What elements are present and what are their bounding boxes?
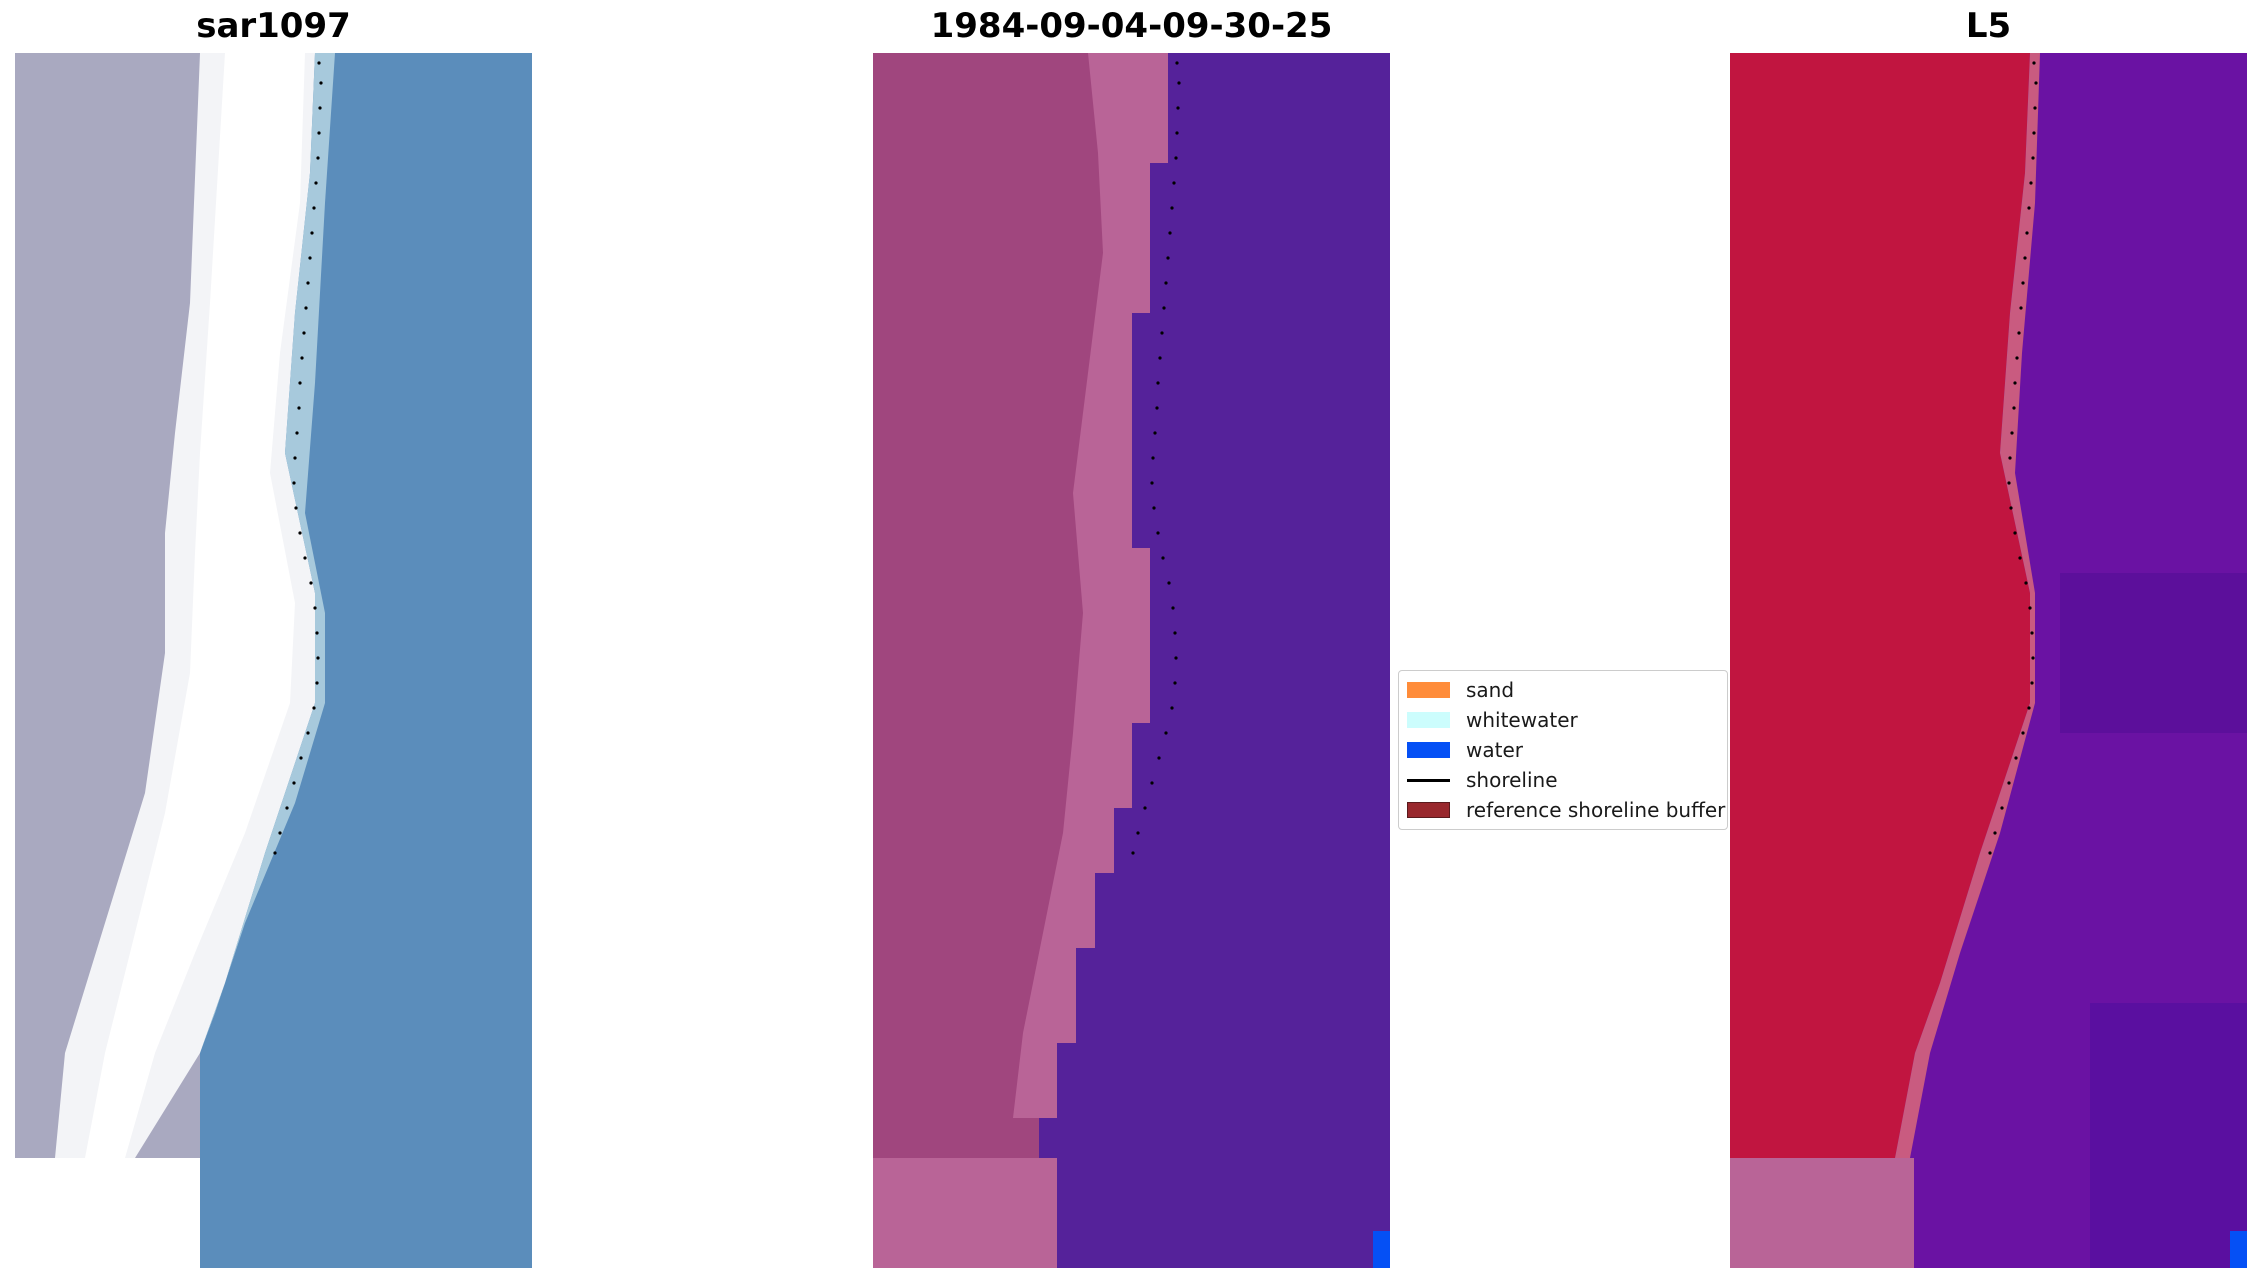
shoreline-line-swatch [1407, 778, 1450, 782]
legend-item-shoreline: shoreline [1407, 765, 1558, 795]
shoreline-dots [1131, 61, 1181, 855]
legend-item-reference-buffer: reference shoreline buffer [1407, 795, 1725, 825]
reference-buffer-swatch [1407, 802, 1450, 818]
legend-label-water: water [1466, 738, 1523, 762]
rgb-image [15, 53, 532, 1268]
rgb-image-panel [15, 53, 532, 1268]
panel-title-l5: L5 [1965, 6, 2012, 46]
legend-label-sand: sand [1466, 678, 1515, 702]
sand-swatch [1407, 682, 1450, 698]
l5-image [1730, 53, 2247, 1268]
panel-title-date: 1984-09-04-09-30-25 [930, 6, 1333, 46]
panel-title-rgb: sar1097 [196, 6, 351, 46]
shoreline-dots [273, 61, 323, 855]
shoreline-dots [1988, 61, 2038, 855]
legend-item-sand: sand [1407, 675, 1514, 705]
whitewater-swatch [1407, 712, 1450, 728]
legend-label-whitewater: whitewater [1466, 708, 1578, 732]
legend-item-whitewater: whitewater [1407, 705, 1578, 735]
classification-panel [873, 53, 1390, 1268]
legend-item-water: water [1407, 735, 1523, 765]
legend-label-reference-buffer: reference shoreline buffer [1466, 798, 1726, 822]
legend-label-shoreline: shoreline [1466, 768, 1558, 792]
legend: sand whitewater water shoreline referenc… [1398, 670, 1728, 830]
l5-panel [1730, 53, 2247, 1268]
classification-image [873, 53, 1390, 1268]
water-swatch [1407, 742, 1450, 758]
